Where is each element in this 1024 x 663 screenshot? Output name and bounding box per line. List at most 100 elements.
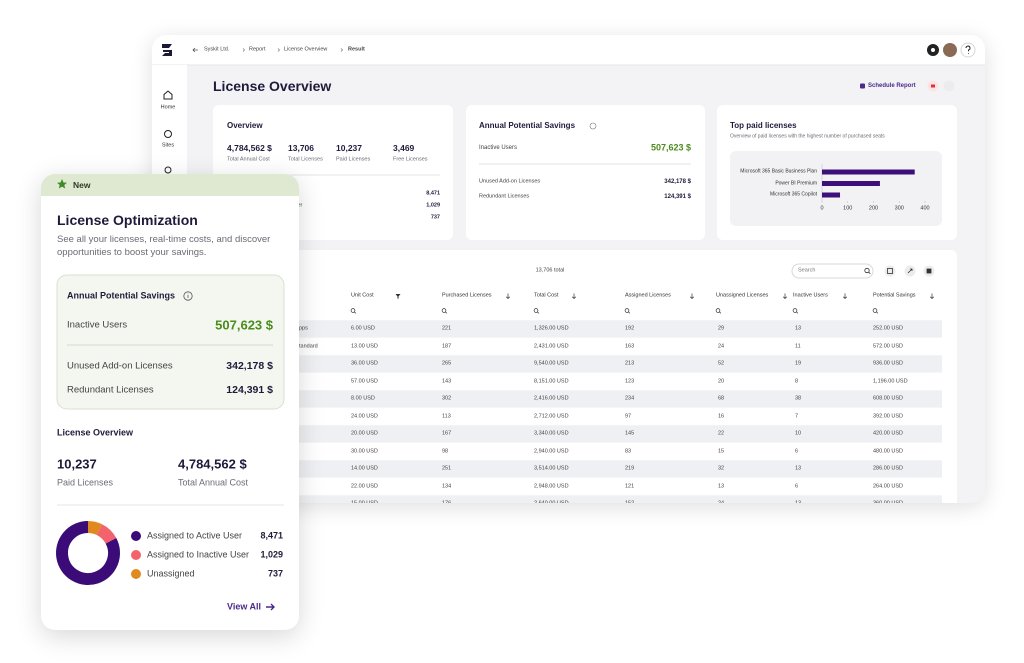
stat-label: Paid Licenses — [336, 156, 371, 163]
star-icon — [57, 179, 67, 189]
cell: 572.00 USD — [873, 342, 903, 349]
search-box[interactable] — [791, 263, 874, 279]
stat-value: 4,784,562 $ — [178, 456, 247, 472]
sites-icon[interactable] — [164, 130, 172, 138]
row-band — [213, 390, 942, 408]
x-tick-label: 400 — [920, 204, 930, 211]
breadcrumb-item: Syskit Ltd. — [204, 46, 230, 53]
table-total: 13,706 total — [535, 267, 565, 274]
bar — [822, 192, 841, 198]
sort-icon[interactable] — [505, 293, 511, 299]
sort-icon[interactable] — [842, 293, 848, 299]
row-value: 8,471 — [426, 190, 440, 197]
arrow-icon[interactable] — [266, 603, 275, 611]
cell: 98 — [442, 447, 449, 454]
cell: 2,640.00 USD — [534, 501, 569, 503]
column-header: Inactive Users — [793, 292, 828, 299]
cell: 2,416.00 USD — [534, 395, 569, 402]
cell: 19 — [795, 360, 802, 367]
cell: 13 — [795, 465, 802, 472]
column-header: Potential Savings — [873, 292, 916, 299]
column-search-icon — [715, 308, 721, 313]
box-title: Annual Potential Savings — [67, 290, 176, 301]
column-search-handle — [628, 311, 631, 314]
info-icon[interactable] — [589, 122, 597, 130]
stat-value: 10,237 — [57, 456, 97, 472]
legend-value: 8,471 — [260, 530, 283, 541]
row-value: 1,029 — [426, 202, 440, 209]
view-all-link[interactable]: View All — [227, 601, 262, 612]
promo-title: License Optimization — [57, 212, 198, 228]
x-tick-label: 200 — [868, 204, 879, 211]
schedule-report: Schedule Report — [868, 83, 916, 89]
cell: 176 — [442, 501, 451, 503]
cell: 15 — [718, 447, 725, 454]
x-tick-label: 100 — [843, 204, 853, 211]
columns-button[interactable] — [884, 265, 896, 277]
cell: 1,196.00 USD — [873, 377, 908, 384]
cell: 6.00 USD — [351, 325, 375, 332]
logo[interactable] — [162, 44, 172, 56]
filter-icon[interactable] — [395, 294, 401, 299]
cell: 14.00 USD — [351, 465, 378, 472]
column-search-handle — [537, 311, 540, 314]
legend-label: Unassigned — [147, 568, 195, 579]
cell: 2,940.00 USD — [534, 447, 569, 454]
expand-glyph — [907, 268, 913, 274]
stat-value: 10,237 — [336, 142, 362, 153]
cell: 134 — [442, 482, 452, 489]
cell: 22.00 USD — [351, 482, 378, 489]
sort-icon[interactable] — [571, 293, 577, 299]
column-search-icon — [533, 308, 539, 313]
x-tick-label: 0 — [820, 204, 824, 211]
row-value: 342,178 $ — [664, 179, 691, 185]
cell: 30.00 USD — [351, 447, 378, 454]
cell: 8.00 USD — [351, 395, 375, 402]
row-band — [213, 477, 942, 496]
column-header: Unassigned Licenses — [716, 292, 769, 299]
app-window: Syskit Ltd. Report License Overview Result H… — [152, 35, 985, 503]
top-bar — [152, 35, 985, 65]
legend-dot — [131, 569, 141, 579]
row-label: Inactive Users — [67, 319, 128, 331]
cell: 68 — [718, 395, 725, 402]
y-tick-label: Power BI Premium — [775, 180, 817, 186]
info-icon[interactable] — [183, 291, 193, 301]
breadcrumb-separators — [242, 48, 343, 52]
avatar[interactable] — [943, 43, 957, 57]
toggle-button[interactable] — [943, 80, 955, 92]
cell: 10 — [795, 430, 802, 437]
cell: 11 — [795, 342, 801, 349]
cell: 152 — [625, 501, 634, 503]
row-label: Redundant Licenses — [479, 193, 530, 200]
cell: 608.00 USD — [873, 395, 903, 402]
donut-segment — [56, 521, 120, 585]
cell: 38 — [795, 395, 802, 402]
column-search-icon — [350, 308, 356, 313]
row-value: 507,623 $ — [215, 317, 273, 333]
column-header: Purchased Licenses — [442, 292, 492, 299]
cell: 52 — [718, 360, 725, 367]
stat-label: Total Licenses — [288, 156, 323, 163]
cell: 113 — [442, 412, 451, 419]
users-icon[interactable] — [164, 166, 172, 174]
row-value: 737 — [430, 214, 440, 221]
section-title: License Overview — [57, 427, 134, 438]
promo-description: See all your licenses, real-time costs, … — [57, 234, 271, 258]
search-icon[interactable] — [864, 267, 870, 274]
cell: 8,151.00 USD — [534, 377, 569, 384]
home-icon[interactable] — [163, 90, 173, 100]
stat-value: 13,706 — [288, 142, 314, 153]
promo-graphics — [41, 174, 299, 611]
bar — [822, 169, 915, 175]
sort-icon[interactable] — [782, 293, 788, 299]
sort-icon[interactable] — [929, 293, 935, 299]
legend-value: 737 — [267, 568, 283, 579]
cell: 97 — [625, 412, 632, 419]
sort-icon[interactable] — [689, 293, 695, 299]
donut-segment — [96, 524, 117, 545]
legend-dot — [131, 550, 141, 560]
cell: 302 — [442, 395, 452, 402]
back-icon[interactable] — [192, 47, 198, 53]
